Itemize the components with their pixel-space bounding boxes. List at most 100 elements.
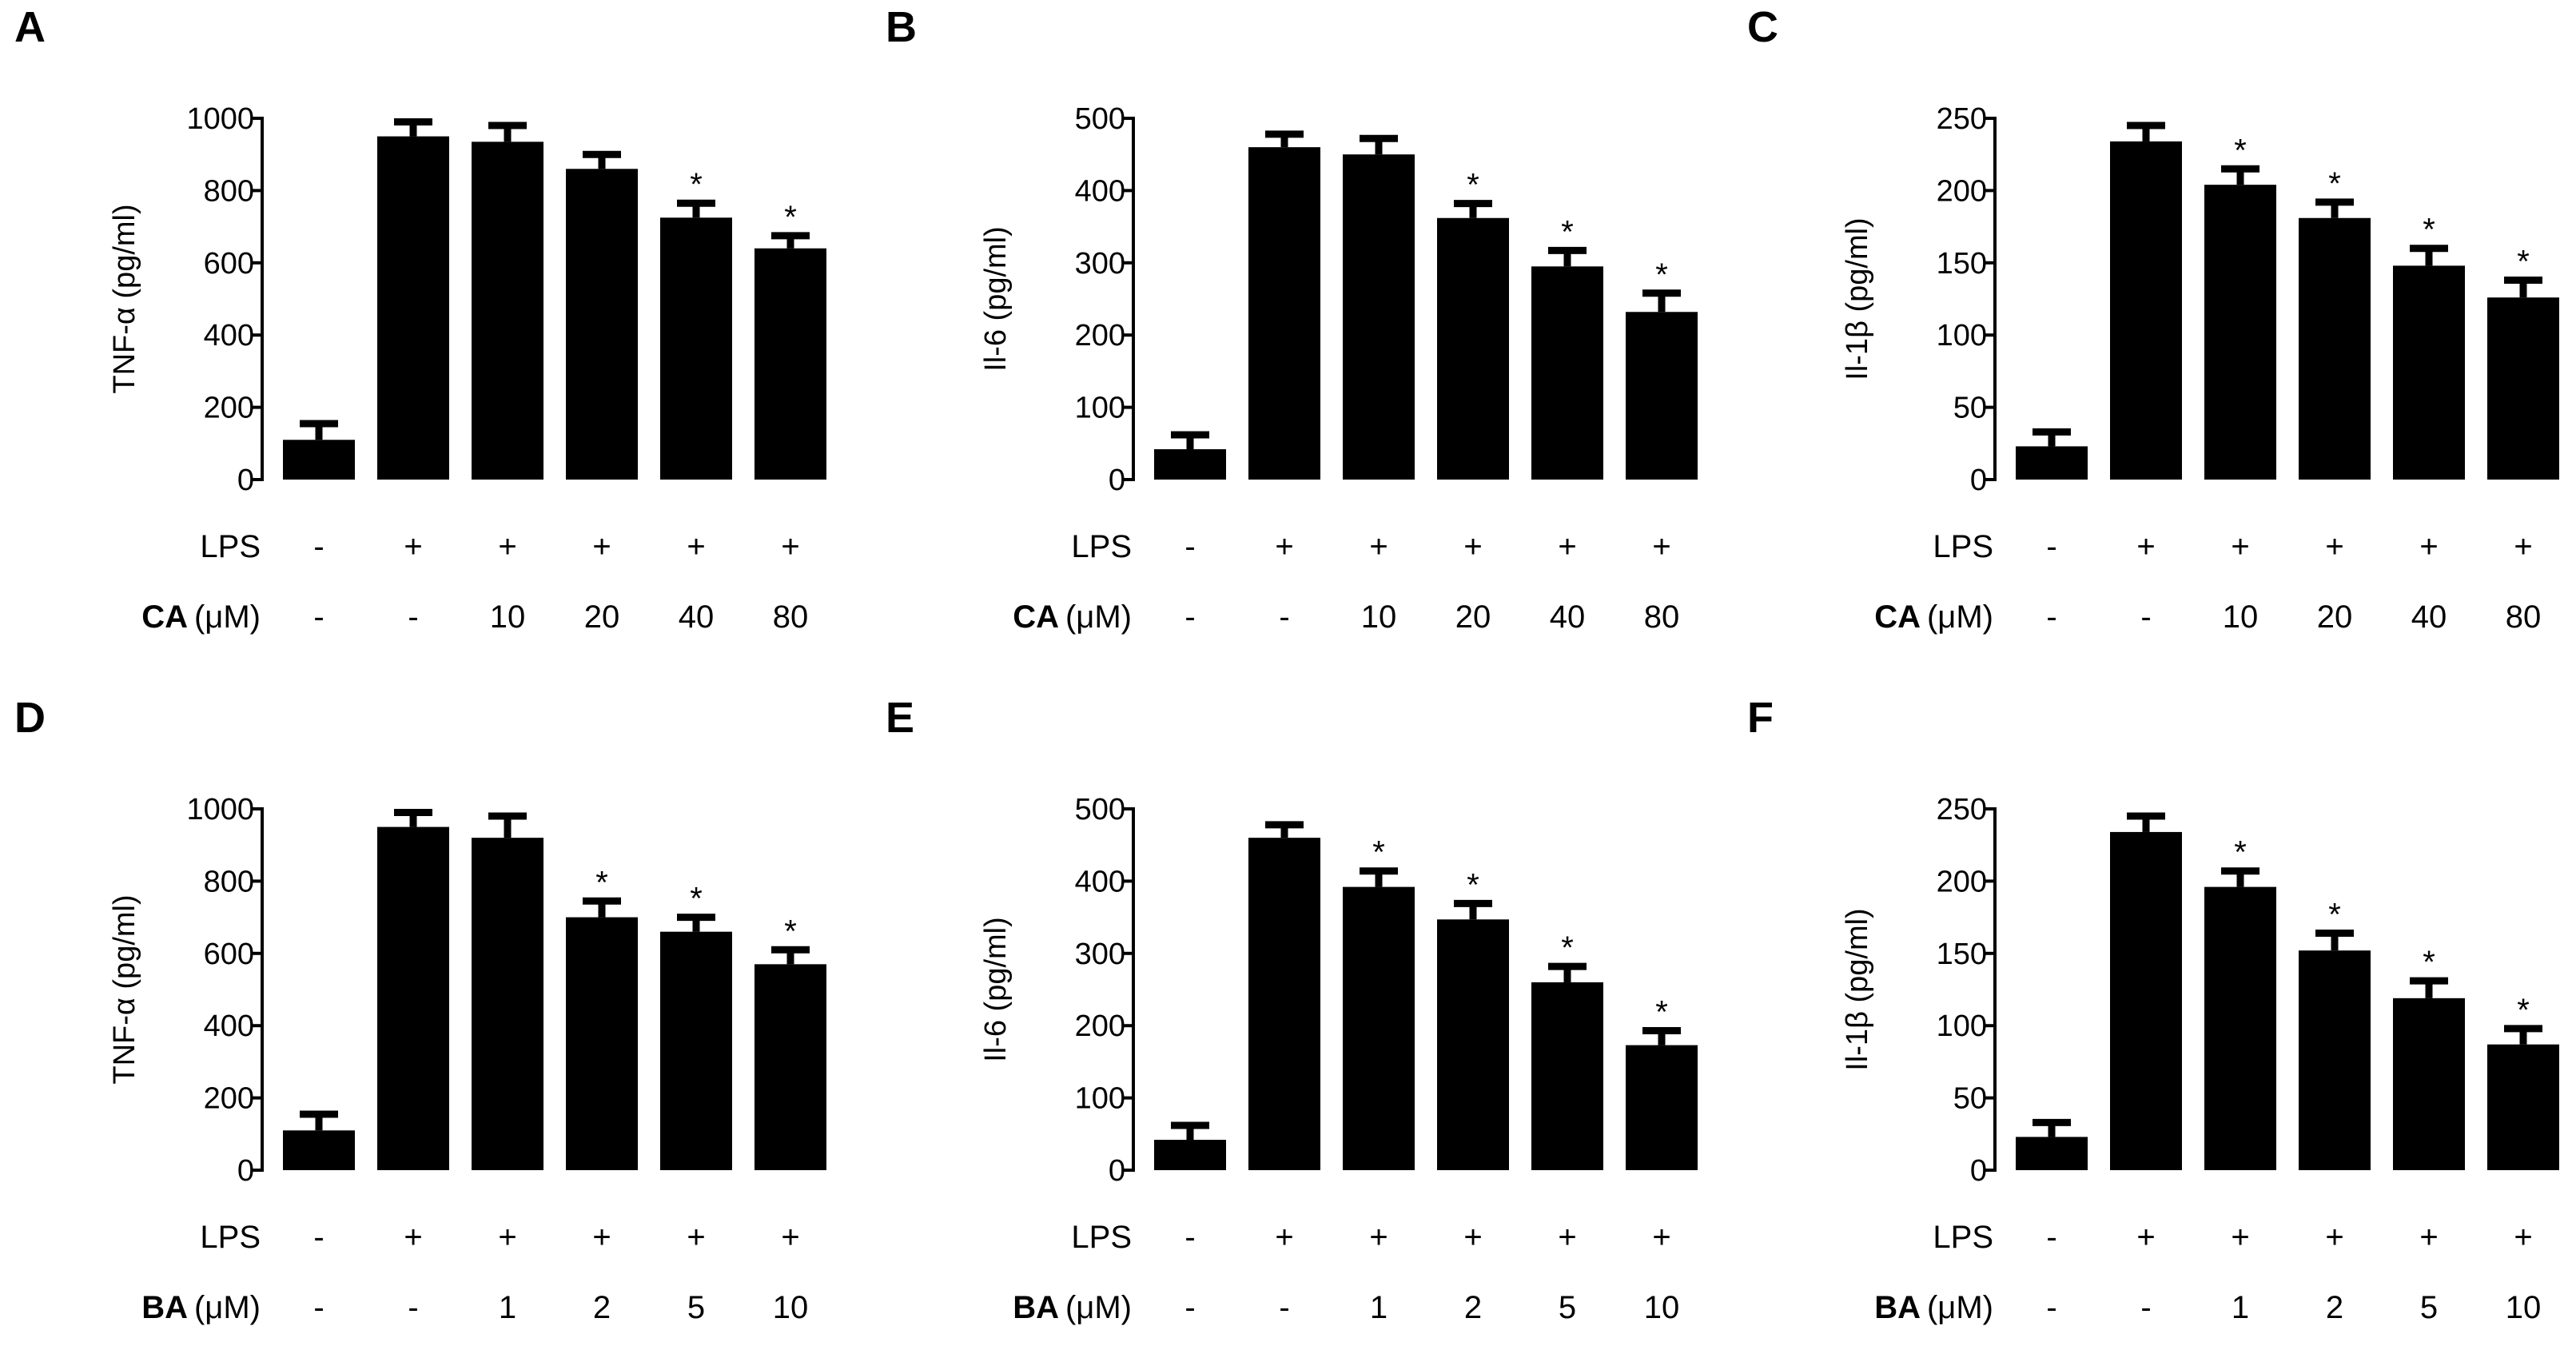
y-tick-label: 800 (204, 865, 254, 898)
row-label: LPS (200, 1220, 261, 1255)
table-cell: - (2046, 1220, 2056, 1255)
table-cell: 10 (490, 599, 526, 635)
significance-marker: * (1372, 835, 1385, 870)
y-tick-label: 500 (1075, 793, 1125, 826)
row-label-unit: (μM) (1065, 599, 1132, 635)
bar (754, 964, 826, 1170)
y-tick-label: 500 (1075, 102, 1125, 136)
y-tick-label: 250 (1937, 102, 1987, 136)
panel-b: B 0 100 200 300 400 500 Il-6 (pg/ml) * * * LPS - + + + +… (886, 3, 1698, 635)
table-cell: - (1184, 529, 1195, 564)
y-tick-label: 100 (1075, 392, 1125, 425)
bar (472, 838, 543, 1170)
table-cell: 5 (687, 1290, 705, 1325)
row-label: LPS (1933, 1220, 1993, 1255)
table-cell: + (2325, 1220, 2343, 1255)
table-cell: + (1463, 1220, 1482, 1255)
table-cell: + (1558, 1220, 1576, 1255)
row-label-name: LPS (1933, 1220, 1993, 1255)
bar (2110, 141, 2182, 480)
row-label: CA (μM) (1874, 599, 1993, 635)
table-cell: - (2140, 599, 2151, 635)
bar (1343, 886, 1415, 1170)
significance-marker: * (2328, 166, 2341, 201)
y-axis-title: Il-6 (pg/ml) (979, 917, 1013, 1062)
table-cell: 2 (593, 1290, 611, 1325)
table-cell: - (1184, 1290, 1195, 1325)
row-label-unit: (μM) (1927, 1290, 1993, 1325)
table-cell: + (404, 529, 422, 564)
row-label: LPS (200, 529, 261, 564)
table-cell: 10 (2223, 599, 2259, 635)
bar (2016, 446, 2088, 480)
y-tick-label: 0 (1970, 464, 1987, 497)
table-cell: - (1184, 1220, 1195, 1255)
y-tick-label: 150 (1937, 938, 1987, 971)
table-cell: + (498, 529, 516, 564)
table-cell: + (687, 1220, 705, 1255)
table-cell: - (2046, 529, 2056, 564)
table-cell: - (1184, 599, 1195, 635)
table-cell: 5 (2420, 1290, 2438, 1325)
table-cell: 1 (2232, 1290, 2249, 1325)
row-label: BA (μM) (1013, 1290, 1132, 1325)
table-cell: + (1463, 529, 1482, 564)
bar (2204, 886, 2276, 1170)
table-cell: + (1558, 529, 1576, 564)
y-tick-label: 50 (1953, 392, 1987, 425)
panel-f: F 0 50 100 150 200 250 Il-1β (pg/ml) * * * * LPS - + + +… (1747, 694, 2559, 1325)
significance-marker: * (595, 865, 608, 900)
table-cell: 80 (773, 599, 809, 635)
table-cell: 20 (2317, 599, 2353, 635)
table-cell: 20 (584, 599, 620, 635)
y-tick-label: 600 (204, 247, 254, 281)
y-tick-label: 100 (1937, 1010, 1987, 1043)
table-cell: + (592, 1220, 611, 1255)
table-cell: 40 (2411, 599, 2447, 635)
significance-marker: * (1467, 867, 1479, 902)
bar (2299, 217, 2371, 480)
y-tick-label: 100 (1937, 319, 1987, 352)
panel-letter: D (14, 694, 46, 742)
bar (283, 440, 355, 480)
significance-marker: * (2234, 133, 2247, 168)
row-label: LPS (1071, 529, 1132, 564)
table-cell: + (2514, 1220, 2532, 1255)
bar (2110, 831, 2182, 1170)
bar (566, 917, 638, 1170)
y-tick-label: 300 (1075, 938, 1125, 971)
table-cell: + (2419, 1220, 2438, 1255)
table-cell: 10 (1361, 599, 1397, 635)
table-cell: - (313, 1290, 324, 1325)
row-label-name: LPS (200, 1220, 261, 1255)
table-cell: + (1275, 1220, 1293, 1255)
table-cell: + (2136, 529, 2155, 564)
bar (2487, 1044, 2559, 1170)
row-label-name: LPS (1933, 529, 1993, 564)
table-cell: + (1652, 1220, 1670, 1255)
y-tick-label: 200 (1937, 174, 1987, 208)
table-cell: 80 (1644, 599, 1680, 635)
panel-letter: F (1747, 694, 1774, 742)
significance-marker: * (2423, 945, 2435, 980)
bar (660, 931, 732, 1170)
panel-letter: B (886, 3, 917, 51)
y-tick-label: 0 (1109, 1154, 1125, 1188)
bar (2204, 185, 2276, 480)
table-cell: + (404, 1220, 422, 1255)
row-label-unit: (μM) (1065, 1290, 1132, 1325)
y-tick-label: 300 (1075, 247, 1125, 281)
row-label-unit: (μM) (194, 599, 261, 635)
y-axis-title: TNF-α (pg/ml) (108, 894, 141, 1084)
y-tick-label: 800 (204, 174, 254, 208)
table-cell: - (408, 1290, 418, 1325)
bar (1626, 1045, 1698, 1170)
table-cell: + (2231, 529, 2249, 564)
bar (377, 136, 449, 480)
table-cell: - (2046, 599, 2056, 635)
bar (472, 141, 543, 480)
table-cell: 20 (1455, 599, 1491, 635)
row-label-unit: (μM) (194, 1290, 261, 1325)
row-label-name: CA (141, 599, 188, 635)
table-cell: + (2419, 529, 2438, 564)
